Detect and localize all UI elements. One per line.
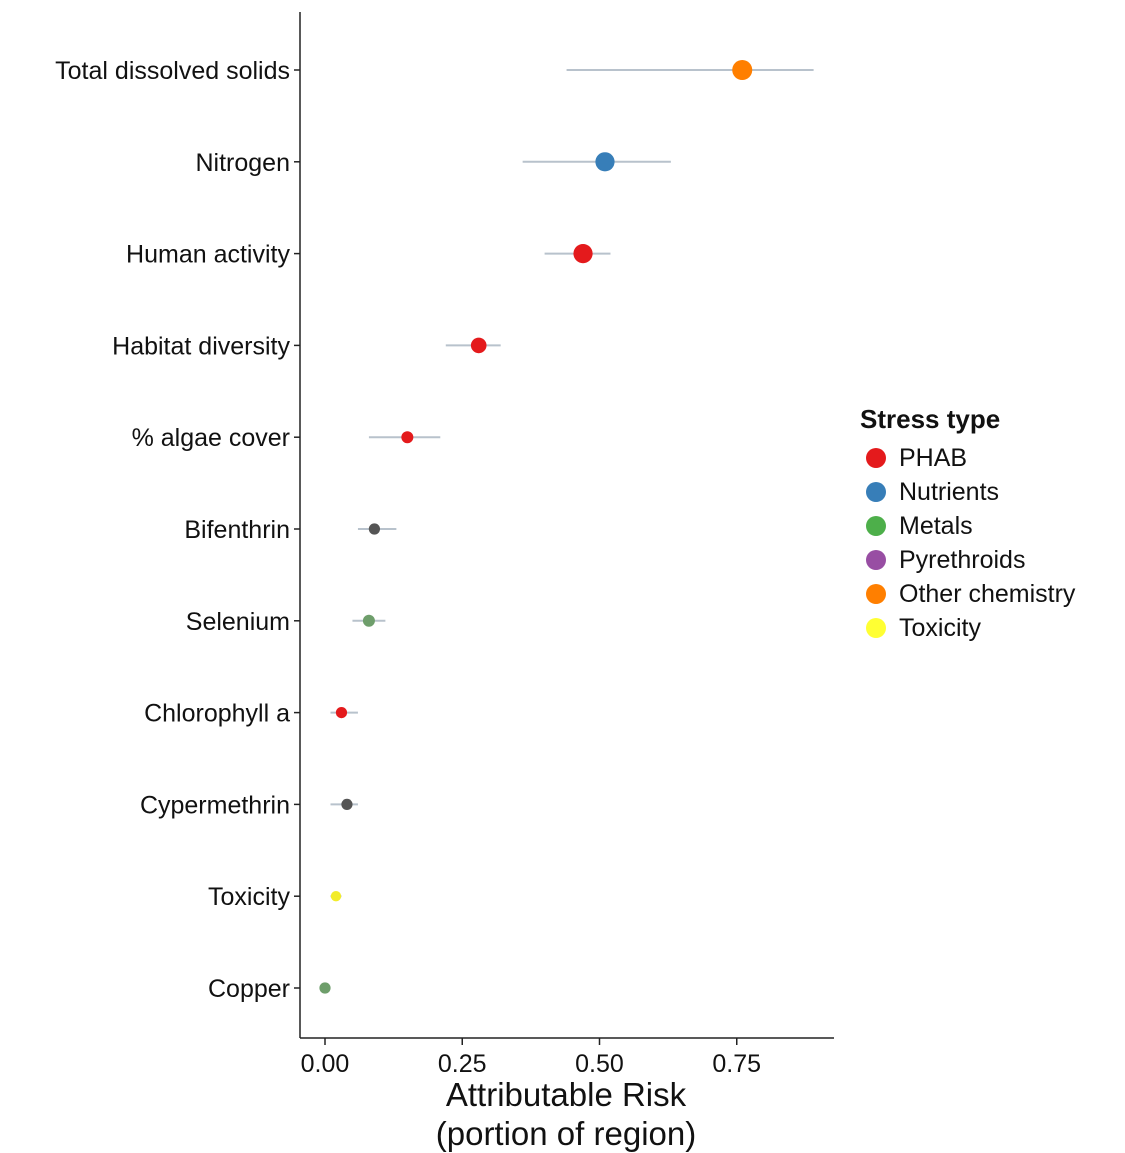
y-tick-label-total-dissolved-solids: Total dissolved solids	[55, 57, 290, 85]
legend-key-phab	[866, 448, 886, 468]
point-nitrogen	[595, 152, 615, 172]
y-tick-label-nitrogen: Nitrogen	[196, 149, 291, 177]
y-tick-label-copper: Copper	[208, 975, 290, 1003]
y-tick-label-chlorophyll-a: Chlorophyll a	[144, 700, 290, 728]
point-habitat-diversity	[470, 337, 487, 354]
y-tick-label-human-activity: Human activity	[126, 241, 290, 269]
point-selenium	[362, 614, 375, 627]
y-tick-label-toxicity: Toxicity	[208, 883, 290, 911]
x-ticks: 0.00 0.25 0.50 0.75	[301, 1038, 761, 1078]
legend-item-nutrients: Nutrients	[860, 475, 1075, 509]
legend: Stress type PHAB Nutrients Metals Pyreth…	[860, 404, 1075, 645]
x-tick-label: 0.00	[301, 1050, 350, 1078]
y-tick-label-habitat-diversity: Habitat diversity	[112, 332, 290, 360]
legend-item-pyrethroids: Pyrethroids	[860, 543, 1075, 577]
point-total-dissolved-solids	[732, 60, 753, 80]
legend-title: Stress type	[860, 404, 1001, 434]
point-chlorophyll-a	[335, 707, 348, 719]
legend-key-toxicity	[866, 618, 886, 638]
legend-label: Toxicity	[899, 613, 981, 642]
legend-key-pyrethroids	[866, 550, 886, 570]
point-human-activity	[573, 244, 593, 264]
legend-item-metals: Metals	[860, 509, 1075, 543]
x-tick-label: 0.75	[712, 1050, 761, 1078]
legend-label: Metals	[899, 511, 973, 540]
point-cypermethrin	[341, 798, 353, 811]
legend-key-nutrients	[866, 482, 886, 502]
legend-label: Pyrethroids	[899, 545, 1026, 574]
legend-label: Other chemistry	[899, 579, 1076, 608]
legend-key-metals	[866, 516, 886, 536]
legend-item-toxicity: Toxicity	[860, 611, 1075, 645]
legend-key-other-chemistry	[866, 584, 886, 604]
x-axis-title-line-2: (portion of region)	[436, 1115, 696, 1152]
point-copper	[319, 982, 331, 994]
error-bars	[319, 69, 814, 989]
legend-label: PHAB	[899, 443, 968, 472]
legend-label: Nutrients	[899, 477, 1000, 506]
point-bifenthrin	[368, 523, 381, 535]
legend-item-phab: PHAB	[860, 441, 1075, 475]
axes	[299, 12, 834, 1039]
x-axis-title-line-1: Attributable Risk	[446, 1076, 687, 1113]
x-tick-label: 0.25	[438, 1050, 487, 1078]
x-tick-label: 0.50	[575, 1050, 624, 1078]
legend-item-other-chemistry: Other chemistry	[860, 577, 1075, 611]
y-ticks: Total dissolved solids Nitrogen Human acti…	[55, 57, 300, 1003]
data-points	[319, 60, 753, 994]
y-tick-label-bifenthrin: Bifenthrin	[184, 516, 290, 544]
point-algae-cover	[401, 431, 414, 444]
y-tick-label-cypermethrin: Cypermethrin	[140, 791, 290, 819]
y-tick-label-algae-cover: % algae cover	[132, 424, 290, 452]
y-tick-label-selenium: Selenium	[186, 608, 290, 636]
point-toxicity	[330, 891, 342, 902]
